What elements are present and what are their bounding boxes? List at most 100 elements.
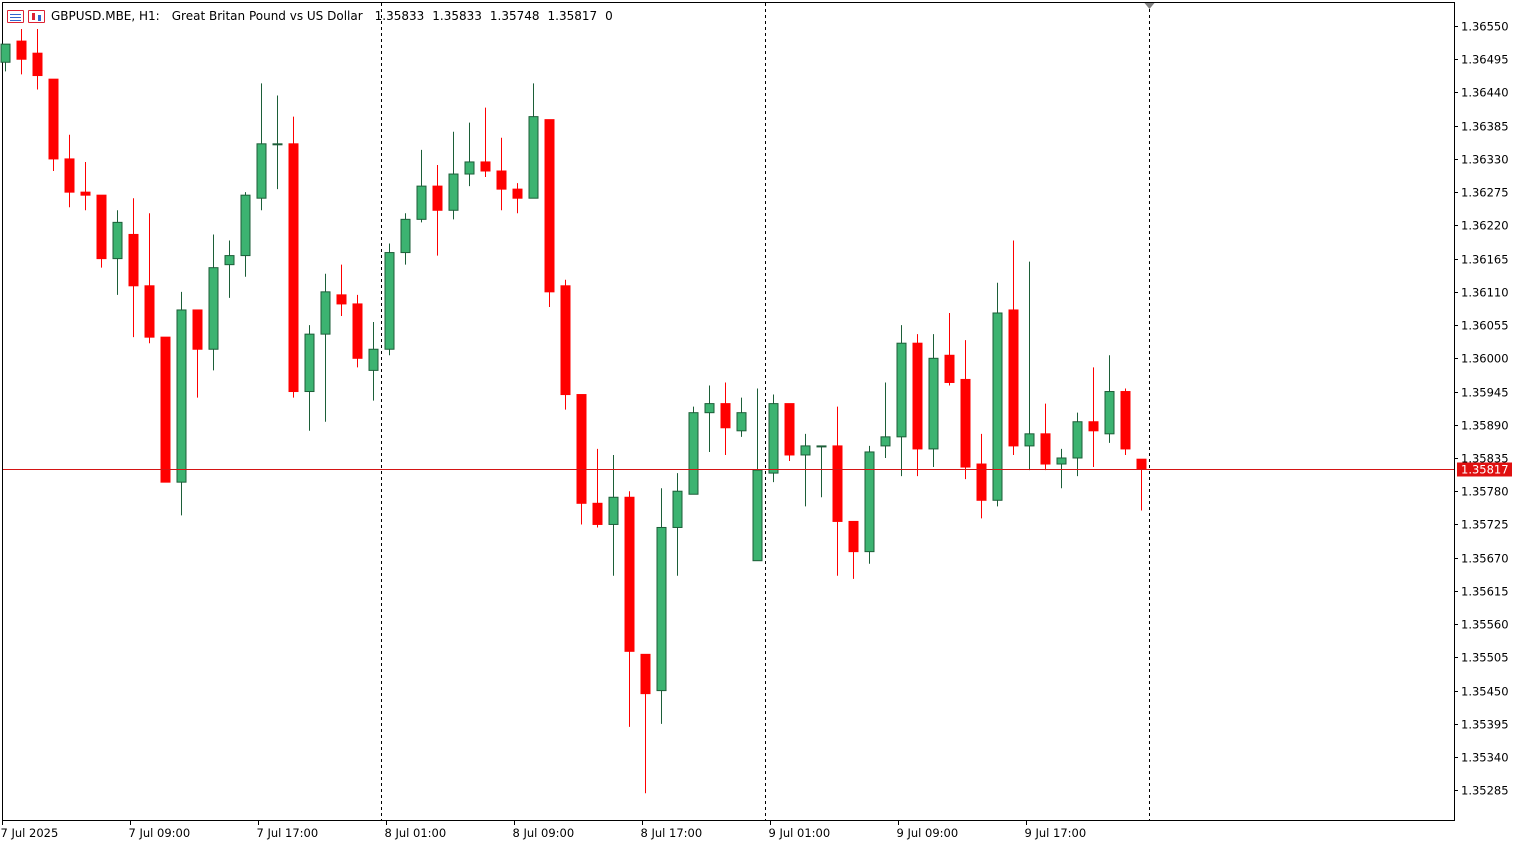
y-axis-tick-label: 1.35725: [1461, 518, 1509, 532]
candle-body: [112, 221, 123, 260]
candle-body: [400, 218, 411, 254]
symbol-description: Great Britan Pound vs US Dollar: [171, 9, 363, 23]
tick-volume: 0: [605, 9, 613, 23]
y-axis-tick-label: 1.36440: [1461, 86, 1509, 100]
one-click-trading-icon[interactable]: [28, 9, 45, 23]
candle-body: [1040, 433, 1051, 465]
candle-body: [352, 303, 363, 359]
candle-body: [336, 294, 347, 305]
candle-body: [288, 143, 299, 393]
candle-body: [624, 496, 635, 652]
y-axis-tick-label: 1.36110: [1461, 286, 1509, 300]
x-axis-tick-label: 9 Jul 01:00: [769, 826, 831, 840]
candle-body: [896, 342, 907, 438]
candle-body: [464, 161, 475, 175]
y-axis-tick-label: 1.36165: [1461, 253, 1509, 267]
x-axis-tick-label: 7 Jul 2025: [1, 826, 59, 840]
candle-body: [1056, 457, 1067, 465]
candle-body: [224, 255, 235, 266]
candle-body: [1088, 421, 1099, 432]
x-axis-tick-label: 9 Jul 17:00: [1025, 826, 1087, 840]
candle-body: [192, 309, 203, 350]
current-price-label: 1.35817: [1461, 463, 1509, 477]
y-axis-tick-label: 1.35945: [1461, 386, 1509, 400]
candle-body: [128, 233, 139, 287]
candle-body: [640, 653, 651, 695]
ohlc-low: 1.35748: [489, 9, 540, 23]
candle-body: [496, 170, 507, 190]
candle-body: [656, 526, 667, 692]
candle-body: [752, 469, 763, 562]
candle-body: [176, 309, 187, 483]
ohlc-high: 1.35833: [432, 9, 482, 23]
candle-body: [608, 496, 619, 525]
candle-body: [272, 143, 283, 146]
candle-body: [448, 173, 459, 211]
candle-body: [976, 463, 987, 501]
candle-body: [96, 194, 107, 260]
candle-body: [992, 312, 1003, 501]
candle-body: [928, 357, 939, 450]
candle-body: [0, 43, 11, 63]
candle-body: [304, 333, 315, 393]
y-axis-tick-label: 1.36055: [1461, 319, 1509, 333]
candle-body: [240, 194, 251, 257]
y-axis-tick-label: 1.36385: [1461, 120, 1509, 134]
candle-body: [864, 451, 875, 553]
x-axis-tick-label: 7 Jul 09:00: [129, 826, 191, 840]
candle-body: [480, 161, 491, 172]
candle-body: [144, 285, 155, 338]
x-axis-tick-label: 7 Jul 17:00: [257, 826, 319, 840]
candle-body: [912, 342, 923, 450]
symbol-label: GBPUSD.MBE, H1:: [51, 9, 160, 23]
x-axis-tick-label: 8 Jul 17:00: [641, 826, 703, 840]
candle-body: [528, 116, 539, 199]
candle-body: [1120, 391, 1131, 450]
candle-body: [384, 252, 395, 350]
x-axis-tick-label: 9 Jul 09:00: [897, 826, 959, 840]
candle-body: [512, 188, 523, 199]
candle-body: [544, 119, 555, 293]
candle-body: [432, 185, 443, 211]
y-axis-tick-label: 1.36000: [1461, 352, 1509, 366]
ohlc-open: 1.35833: [374, 9, 425, 23]
y-axis-tick-label: 1.35505: [1461, 651, 1509, 665]
candle-body: [1104, 391, 1115, 435]
candle-body: [720, 403, 731, 429]
candle-body: [64, 158, 75, 193]
y-axis-tick-label: 1.36275: [1461, 186, 1509, 200]
y-axis-tick-label: 1.35560: [1461, 618, 1509, 632]
candle-body: [960, 378, 971, 468]
x-axis-tick-label: 8 Jul 01:00: [385, 826, 447, 840]
ohlc-close: 1.35817: [547, 9, 598, 23]
y-axis-tick-label: 1.35450: [1461, 685, 1509, 699]
candle-body: [16, 40, 27, 60]
y-axis-tick-label: 1.35670: [1461, 552, 1509, 566]
y-axis-tick-label: 1.36495: [1461, 53, 1509, 67]
candle-body: [368, 348, 379, 371]
candle-body: [208, 267, 219, 350]
candle-body: [880, 436, 891, 447]
candle-body: [944, 354, 955, 383]
candle-body: [80, 191, 91, 196]
candle-body: [736, 412, 747, 432]
candle-body: [32, 52, 43, 77]
candle-body: [1072, 421, 1083, 459]
candle-body: [256, 143, 267, 199]
candle-body: [800, 445, 811, 456]
candle-body: [784, 403, 795, 456]
y-axis-tick-label: 1.36550: [1461, 20, 1509, 34]
y-axis-tick-label: 1.35890: [1461, 419, 1509, 433]
candle-body: [832, 445, 843, 522]
candle-body: [1008, 309, 1019, 447]
y-axis-tick-label: 1.35780: [1461, 485, 1509, 499]
candle-body: [672, 490, 683, 528]
chart-shift-marker: [1144, 3, 1155, 9]
candle-body: [48, 78, 59, 160]
candle-body: [688, 412, 699, 495]
quick-list-icon[interactable]: [7, 9, 24, 23]
y-axis-tick-label: 1.35835: [1461, 452, 1509, 466]
y-axis-tick-label: 1.35285: [1461, 784, 1509, 798]
candle-body: [848, 520, 859, 553]
candle-body: [160, 336, 171, 483]
